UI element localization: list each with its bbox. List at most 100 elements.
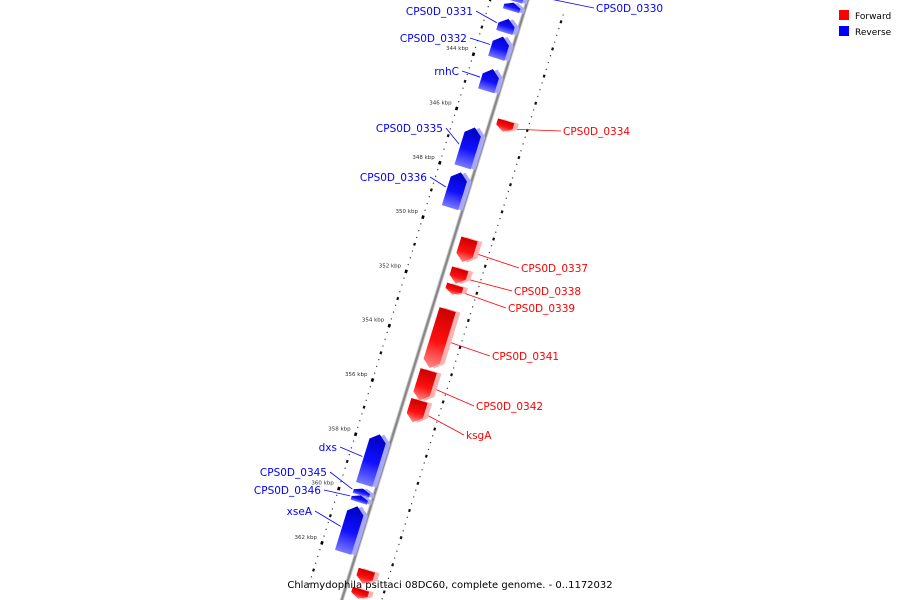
gene-features xyxy=(334,0,530,600)
scale-dot xyxy=(562,14,564,16)
scale-dot xyxy=(398,543,400,546)
scale-dot-major xyxy=(433,427,437,431)
gene-label-CPS0D_0335[interactable]: CPS0D_0335 xyxy=(376,123,443,135)
gene-feature-CPS0D_0338[interactable] xyxy=(448,265,473,287)
gene-label-CPS0D_0339[interactable]: CPS0D_0339 xyxy=(508,303,575,315)
scale-dot xyxy=(390,318,393,320)
scale-dot-major xyxy=(399,535,403,540)
tick-label: 362 kbp xyxy=(295,535,318,541)
scale-dot xyxy=(499,217,501,220)
scale-dot xyxy=(441,155,443,157)
scale-dot xyxy=(440,407,442,410)
gene-feature-CPS0D_0342[interactable] xyxy=(411,367,442,404)
gene-feature-CPS0D_0336[interactable] xyxy=(441,169,474,212)
gene-feature-rnhC[interactable] xyxy=(478,66,506,95)
gene-feature-ksgA[interactable] xyxy=(405,397,433,426)
scale-dot xyxy=(516,163,518,166)
scale-dot xyxy=(344,467,346,469)
gene-feature-CPS0D_0331[interactable] xyxy=(496,16,521,37)
scale-dot xyxy=(522,143,524,145)
scale-dot xyxy=(486,258,489,261)
gene-label-CPS0D_0345[interactable]: CPS0D_0345 xyxy=(260,467,327,479)
scale-dots xyxy=(308,0,564,600)
gene-label-CPS0D_0337[interactable]: CPS0D_0337 xyxy=(521,263,588,275)
tick-mark xyxy=(404,269,408,274)
scale-dot xyxy=(438,414,440,417)
scale-dot xyxy=(461,340,463,342)
label-leader xyxy=(461,70,481,78)
gene-label-xseA[interactable]: xseA xyxy=(287,506,313,518)
scale-dot xyxy=(314,562,317,564)
scale-dot xyxy=(474,299,476,301)
scale-dot xyxy=(365,399,367,402)
scale-dot xyxy=(488,251,491,254)
scale-dot xyxy=(367,392,369,395)
scale-dot xyxy=(429,441,432,444)
scale-dot xyxy=(317,555,319,558)
gene-arrow xyxy=(454,127,481,170)
gene-label-CPS0D_0332[interactable]: CPS0D_0332 xyxy=(400,33,467,45)
genome-caption: Chlamydophila psittaci 08DC60, complete … xyxy=(287,580,612,591)
scale-dot xyxy=(532,109,535,111)
scale-dot xyxy=(446,387,449,390)
scale-dot-major xyxy=(450,373,454,377)
scale-dot xyxy=(410,503,413,505)
scale-dot xyxy=(423,462,425,464)
gene-feature-unlabeled-0[interactable] xyxy=(502,0,526,15)
gene-label-rnhC[interactable]: rnhC xyxy=(434,66,459,78)
scale-dot xyxy=(448,380,451,383)
label-leader xyxy=(514,128,562,132)
scale-dot xyxy=(556,34,558,37)
gene-label-CPS0D_0342[interactable]: CPS0D_0342 xyxy=(476,401,543,413)
gene-arrow xyxy=(356,567,376,584)
gene-feature-CPS0D_0335[interactable] xyxy=(454,124,487,171)
gene-label-CPS0D_0334[interactable]: CPS0D_0334 xyxy=(563,126,630,138)
scale-dot xyxy=(453,114,456,116)
gene-arrow xyxy=(456,236,478,263)
scale-dot-major xyxy=(391,563,395,567)
scale-dot xyxy=(386,331,388,334)
gene-labels: CPS0D_0330 CPS0D_0331 CPS0D_0332 rnhC CPS0D_… xyxy=(254,3,663,518)
scale-dot xyxy=(436,421,438,423)
gene-feature-CPS0D_0339[interactable] xyxy=(444,282,468,299)
scale-dot xyxy=(436,168,439,171)
scale-dot xyxy=(373,372,376,374)
scale-dot-major xyxy=(542,74,546,78)
gene-feature-CPS0D_0346[interactable] xyxy=(350,492,374,506)
scale-dot xyxy=(342,474,344,476)
scale-dot-major xyxy=(475,291,479,295)
gene-label-ksgA[interactable]: ksgA xyxy=(466,430,492,442)
gene-label-CPS0D_0330[interactable]: CPS0D_0330 xyxy=(596,3,663,15)
gene-label-CPS0D_0341[interactable]: CPS0D_0341 xyxy=(492,351,559,363)
gene-feature-CPS0D_0337[interactable] xyxy=(454,236,483,266)
scale-dot xyxy=(394,557,396,559)
scale-dot-major xyxy=(429,188,433,192)
scale-dot xyxy=(470,60,473,62)
gene-label-CPS0D_0346[interactable]: CPS0D_0346 xyxy=(254,485,321,497)
scale-dot xyxy=(444,394,446,396)
gene-label-dxs[interactable]: dxs xyxy=(319,442,337,454)
gene-feature-CPS0D_0345[interactable] xyxy=(352,485,376,499)
gene-label-CPS0D_0331[interactable]: CPS0D_0331 xyxy=(406,6,473,18)
scale-dot xyxy=(375,365,378,368)
gene-arrow xyxy=(406,398,428,423)
gene-feature-xseA[interactable] xyxy=(334,503,370,556)
tick-mark xyxy=(320,540,324,545)
scale-dot xyxy=(319,548,321,551)
gene-feature-CPS0D_0332[interactable] xyxy=(488,33,516,62)
gene-feature-CPS0D_0341[interactable] xyxy=(421,306,461,372)
gene-feature-CPS0D_0334[interactable] xyxy=(495,118,519,136)
tick-mark xyxy=(421,215,425,220)
gene-label-CPS0D_0336[interactable]: CPS0D_0336 xyxy=(360,172,427,184)
scale-dot-major xyxy=(362,405,366,409)
scale-dot xyxy=(511,177,514,179)
gene-feature-dxs[interactable] xyxy=(356,431,392,488)
gene-feature-unlabeled-19[interactable] xyxy=(350,586,374,600)
gene-feature-unlabeled-18[interactable] xyxy=(355,567,380,588)
scale-dot xyxy=(409,257,412,259)
tick-label: 352 kbp xyxy=(379,263,402,269)
tick-label: 344 kbp xyxy=(446,46,469,52)
scale-dot xyxy=(452,367,455,369)
gene-label-CPS0D_0338[interactable]: CPS0D_0338 xyxy=(514,286,581,298)
